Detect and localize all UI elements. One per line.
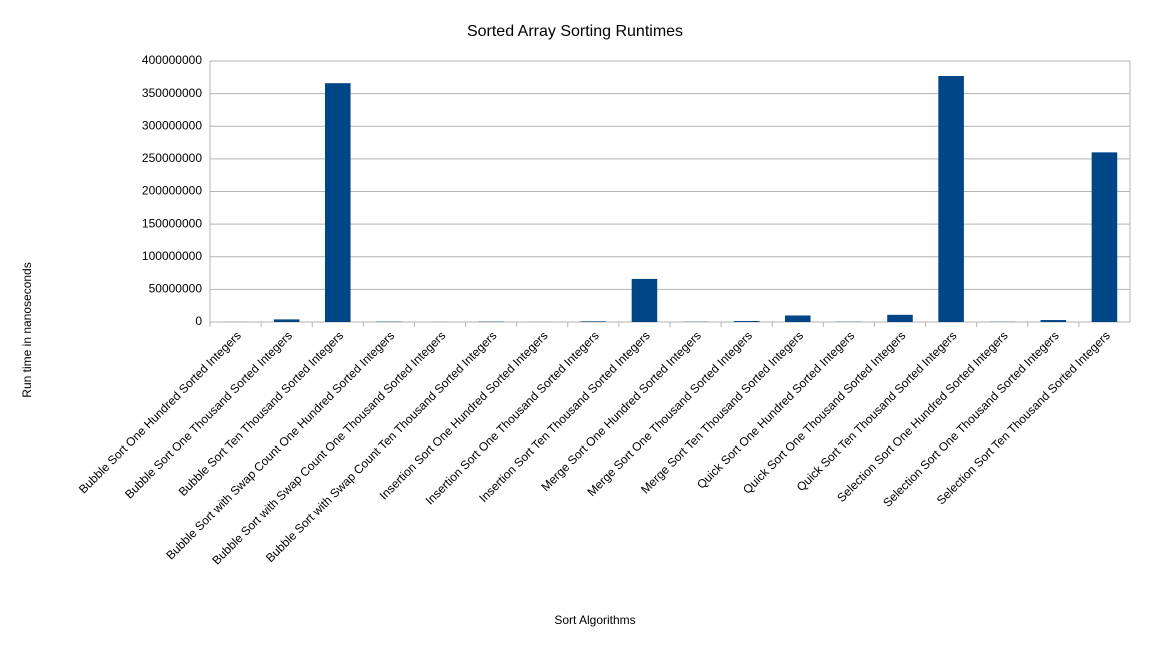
x-tick-label: Bubble Sort with Swap Count Ten Thousand… [263,328,499,564]
x-axis-label: Sort Algorithms [554,613,635,627]
bar [733,321,760,322]
x-tick-label: Selection Sort Ten Thousand Sorted Integ… [934,328,1113,507]
x-tick-label: Insertion Sort One Thousand Sorted Integ… [423,328,602,507]
bar [887,314,913,322]
chart-title: Sorted Array Sorting Runtimes [467,23,683,40]
bar [631,278,658,322]
y-tick-label: 0 [195,314,202,328]
bar [1091,152,1118,322]
y-tick-label: 350000000 [142,86,202,100]
y-tick-label: 250000000 [142,151,202,165]
y-tick-label: 200000000 [142,184,202,198]
y-axis-label: Run time in nanoseconds [20,262,34,397]
x-tick-label: Selection Sort One Thousand Sorted Integ… [880,328,1061,509]
bar [938,76,964,322]
x-tick-label: Bubble Sort with Swap Count One Thousand… [209,328,448,567]
y-tick-label: 100000000 [142,249,202,263]
bar [580,321,607,322]
bar [273,319,300,322]
bar [785,315,811,322]
y-tick-label: 50000000 [149,282,203,296]
y-tick-label: 150000000 [142,216,202,230]
bar [1040,320,1067,322]
y-tick-label: 300000000 [142,118,202,132]
bar [325,83,351,322]
y-tick-label: 400000000 [142,53,202,67]
